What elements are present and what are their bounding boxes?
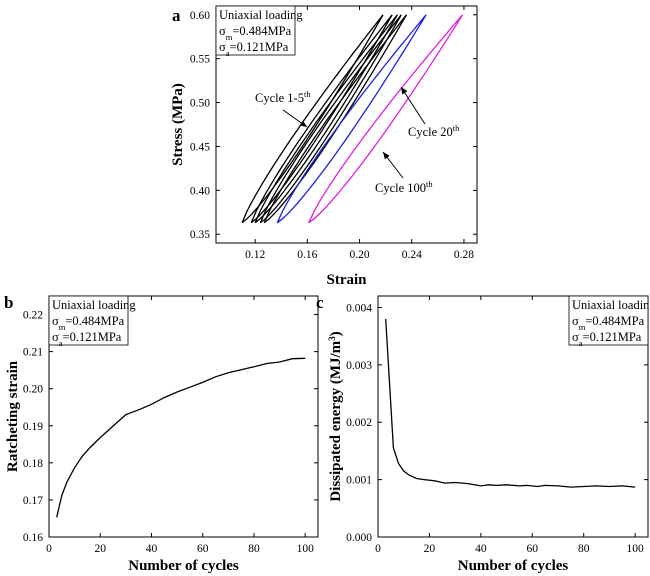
x-tick-label: 0 (46, 543, 52, 555)
x-axis-label: Strain (326, 272, 367, 288)
plot-frame (377, 295, 649, 538)
y-tick-label: 0.16 (23, 532, 43, 544)
hysteresis-loop (276, 14, 427, 224)
x-tick-label: 0.28 (454, 249, 474, 261)
plot-frame (215, 5, 478, 244)
info-line: σa=0.121MPa (219, 40, 289, 58)
y-tick-label: 0.60 (190, 10, 210, 22)
y-axis-label: Dissipated energy (MJ/m3) (327, 331, 344, 501)
info-line: σa=0.121MPa (572, 330, 642, 348)
hysteresis-loop (259, 14, 402, 224)
data-line (56, 357, 306, 518)
data-line (385, 318, 636, 488)
y-tick-label: 0.17 (23, 495, 43, 507)
hysteresis-loop (250, 14, 393, 224)
hysteresis-loop (308, 14, 464, 224)
info-line: σm=0.484MPa (219, 24, 292, 42)
info-line: σm=0.484MPa (52, 314, 125, 332)
x-tick-label: 0.24 (402, 249, 422, 261)
y-tick-label: 0.002 (346, 417, 372, 429)
y-axis-label: Stress (MPa) (170, 83, 186, 166)
x-tick-label: 0.20 (349, 249, 369, 261)
x-tick-label: 0 (375, 543, 381, 555)
x-tick-label: 80 (578, 543, 590, 555)
info-box (215, 5, 296, 56)
panel-label-c: c (316, 293, 324, 312)
x-tick-label: 0.16 (297, 249, 317, 261)
info-box (568, 295, 649, 346)
cycle-annotation: Cycle 20th (408, 123, 460, 139)
hysteresis-loop (241, 14, 384, 224)
y-tick-label: 0.19 (23, 421, 43, 433)
info-line: σm=0.484MPa (572, 314, 645, 332)
info-line: σa=0.121MPa (52, 330, 122, 348)
x-tick-label: 20 (424, 543, 436, 555)
y-tick-label: 0.001 (346, 475, 372, 487)
cycle-annotation: Cycle 100th (375, 179, 433, 195)
info-box (48, 295, 129, 346)
x-tick-label: 60 (527, 543, 539, 555)
arrow-head (299, 120, 307, 127)
chart-c: 0 20 40 60 80 100 0.000 0.001 0.002 0.003 0.004 Num… (327, 295, 650, 574)
y-tick-label: 0.35 (190, 229, 210, 241)
x-axis-label: Number of cycles (458, 558, 569, 574)
y-tick-label: 0.40 (190, 185, 210, 197)
x-tick-label: 100 (297, 543, 315, 555)
y-tick-label: 0.21 (23, 347, 43, 359)
y-axis-label: Ratcheting strain (5, 360, 21, 472)
y-tick-label: 0.004 (346, 302, 372, 314)
x-tick-label: 80 (248, 543, 260, 555)
panel-label-a: a (172, 6, 181, 25)
hysteresis-loop (254, 14, 398, 224)
chart-b: 0 20 40 60 80 100 0.16 0.17 0.18 0.19 0.20 0.21 0.22… (5, 295, 319, 574)
arrow-head (401, 87, 408, 95)
y-tick-label: 0.50 (190, 98, 210, 110)
cycle-annotation: Cycle 1-5th (255, 89, 311, 105)
x-tick-label: 40 (475, 543, 487, 555)
annotation-arrow (400, 86, 426, 125)
chart-a: 0.12 0.16 0.20 0.24 0.28 0.35 0.40 0.45 0.50 0.55… (170, 5, 478, 288)
x-tick-label: 20 (94, 543, 106, 555)
info-line: Uniaxial loading (52, 298, 136, 312)
x-tick-label: 40 (146, 543, 158, 555)
x-tick-label: 60 (197, 543, 209, 555)
y-tick-label: 0.000 (346, 532, 372, 544)
panel-label-b: b (4, 293, 13, 312)
y-tick-label: 0.003 (346, 360, 372, 372)
y-tick-label: 0.20 (23, 384, 43, 396)
plot-frame (48, 295, 319, 538)
x-axis-label: Number of cycles (128, 558, 239, 574)
info-line: Uniaxial loading (572, 298, 650, 312)
y-tick-label: 0.22 (23, 310, 43, 322)
arrow-head (383, 152, 390, 160)
y-tick-label: 0.45 (190, 141, 210, 153)
hysteresis-loop (263, 14, 408, 224)
y-tick-label: 0.18 (23, 458, 43, 470)
y-tick-label: 0.55 (190, 54, 210, 66)
info-line: Uniaxial loading (219, 8, 303, 22)
x-tick-label: 100 (627, 543, 645, 555)
x-tick-label: 0.12 (245, 249, 265, 261)
